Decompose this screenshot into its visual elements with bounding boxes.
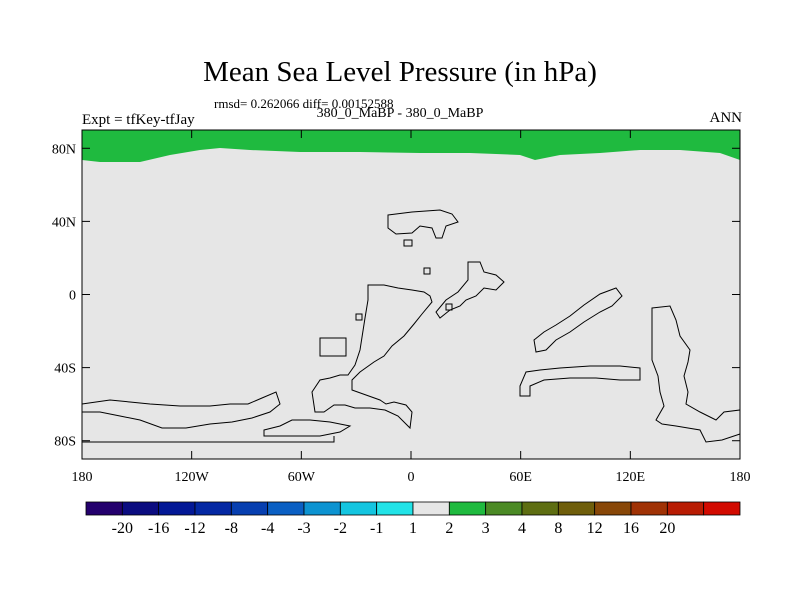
colorbar-label: -4 [261, 520, 274, 537]
colorbar-label: -3 [297, 520, 310, 537]
x-tick-label: 120W [175, 470, 210, 485]
colorbar-swatch [121, 501, 160, 516]
contour-antarctica [263, 419, 352, 437]
x-tick-label: 60W [288, 470, 316, 485]
contour-west-south [81, 391, 281, 429]
colorbar-swatch [630, 501, 668, 516]
colorbar-swatch [85, 501, 123, 516]
colorbar-swatch [666, 501, 705, 516]
colorbar-swatch [485, 501, 523, 516]
colorbar-swatch [339, 501, 378, 516]
colorbar-swatch [230, 501, 269, 516]
contour-africa [435, 261, 505, 319]
colorbar-swatch [594, 501, 632, 516]
colorbar-swatch [703, 501, 741, 516]
contour-island-c [403, 239, 413, 247]
x-axis: 180 120W 60W 0 60E 120E 180 [72, 130, 751, 485]
y-tick-label: 80S [54, 435, 76, 450]
contour-australia [533, 287, 623, 353]
x-tick-label: 180 [730, 470, 751, 485]
experiment-subtitle: 380_0_MaBP - 380_0_MaBP [316, 106, 484, 121]
colorbar-label: -8 [225, 520, 238, 537]
contour-antarctic-rim [519, 365, 641, 397]
colorbar-swatch [448, 501, 487, 516]
contour-island-d [423, 267, 431, 275]
colorbar-swatch [557, 501, 596, 516]
x-tick-label: 0 [408, 470, 415, 485]
colorbar-swatch [412, 501, 450, 516]
colorbar-label: 1 [409, 520, 417, 537]
y-tick-label: 40N [52, 215, 76, 230]
contour-island-a [319, 337, 347, 357]
colorbar-label: 8 [554, 520, 562, 537]
colorbar-swatch [521, 501, 559, 516]
colorbar-swatch [303, 501, 341, 516]
y-axis: 80N 40N 0 40S 80S [52, 142, 740, 450]
map-background [82, 130, 740, 459]
positive-anomaly-band [82, 130, 740, 162]
chart-title: Mean Sea Level Pressure (in hPa) [203, 56, 597, 88]
colorbar-label: 16 [623, 520, 639, 537]
experiment-label: Expt = tfKey-tfJay [82, 112, 195, 128]
x-tick-label: 60E [509, 470, 532, 485]
colorbar-label: 3 [482, 520, 490, 537]
colorbar-label: 12 [587, 520, 603, 537]
season-label: ANN [709, 110, 743, 126]
colorbar-label: -12 [184, 520, 205, 537]
colorbar: -20 -16 -12 -8 -4 -3 -2 -1 1 2 3 4 8 12 16 20 [85, 501, 741, 537]
colorbar-label: -20 [112, 520, 133, 537]
colorbar-label: -16 [148, 520, 169, 537]
y-tick-label: 0 [69, 289, 76, 304]
contour-island-e [445, 303, 453, 311]
colorbar-swatch [158, 501, 196, 516]
colorbar-label: -1 [370, 520, 383, 537]
y-tick-label: 80N [52, 142, 76, 157]
stats-line: rmsd= 0.262066 diff= 0.00152588 [214, 96, 394, 111]
x-tick-label: 180 [72, 470, 93, 485]
colorbar-swatch [376, 501, 414, 516]
contour-island-b [355, 313, 363, 321]
contour-south-band [82, 436, 335, 443]
y-tick-label: 40S [54, 362, 76, 377]
map-plot-area: 80N 40N 0 40S 80S 180 120W 60W 0 60E 120E 180 [52, 129, 751, 485]
colorbar-swatch [267, 501, 305, 516]
colorbar-label: 20 [659, 520, 675, 537]
colorbar-label: 2 [445, 520, 453, 537]
colorbar-swatch [194, 501, 232, 516]
colorbar-label: 4 [518, 520, 526, 537]
contour-north-atlantic [387, 209, 459, 239]
contour-south-america [311, 284, 433, 430]
x-tick-label: 120E [616, 470, 646, 485]
colorbar-label: -2 [334, 520, 347, 537]
